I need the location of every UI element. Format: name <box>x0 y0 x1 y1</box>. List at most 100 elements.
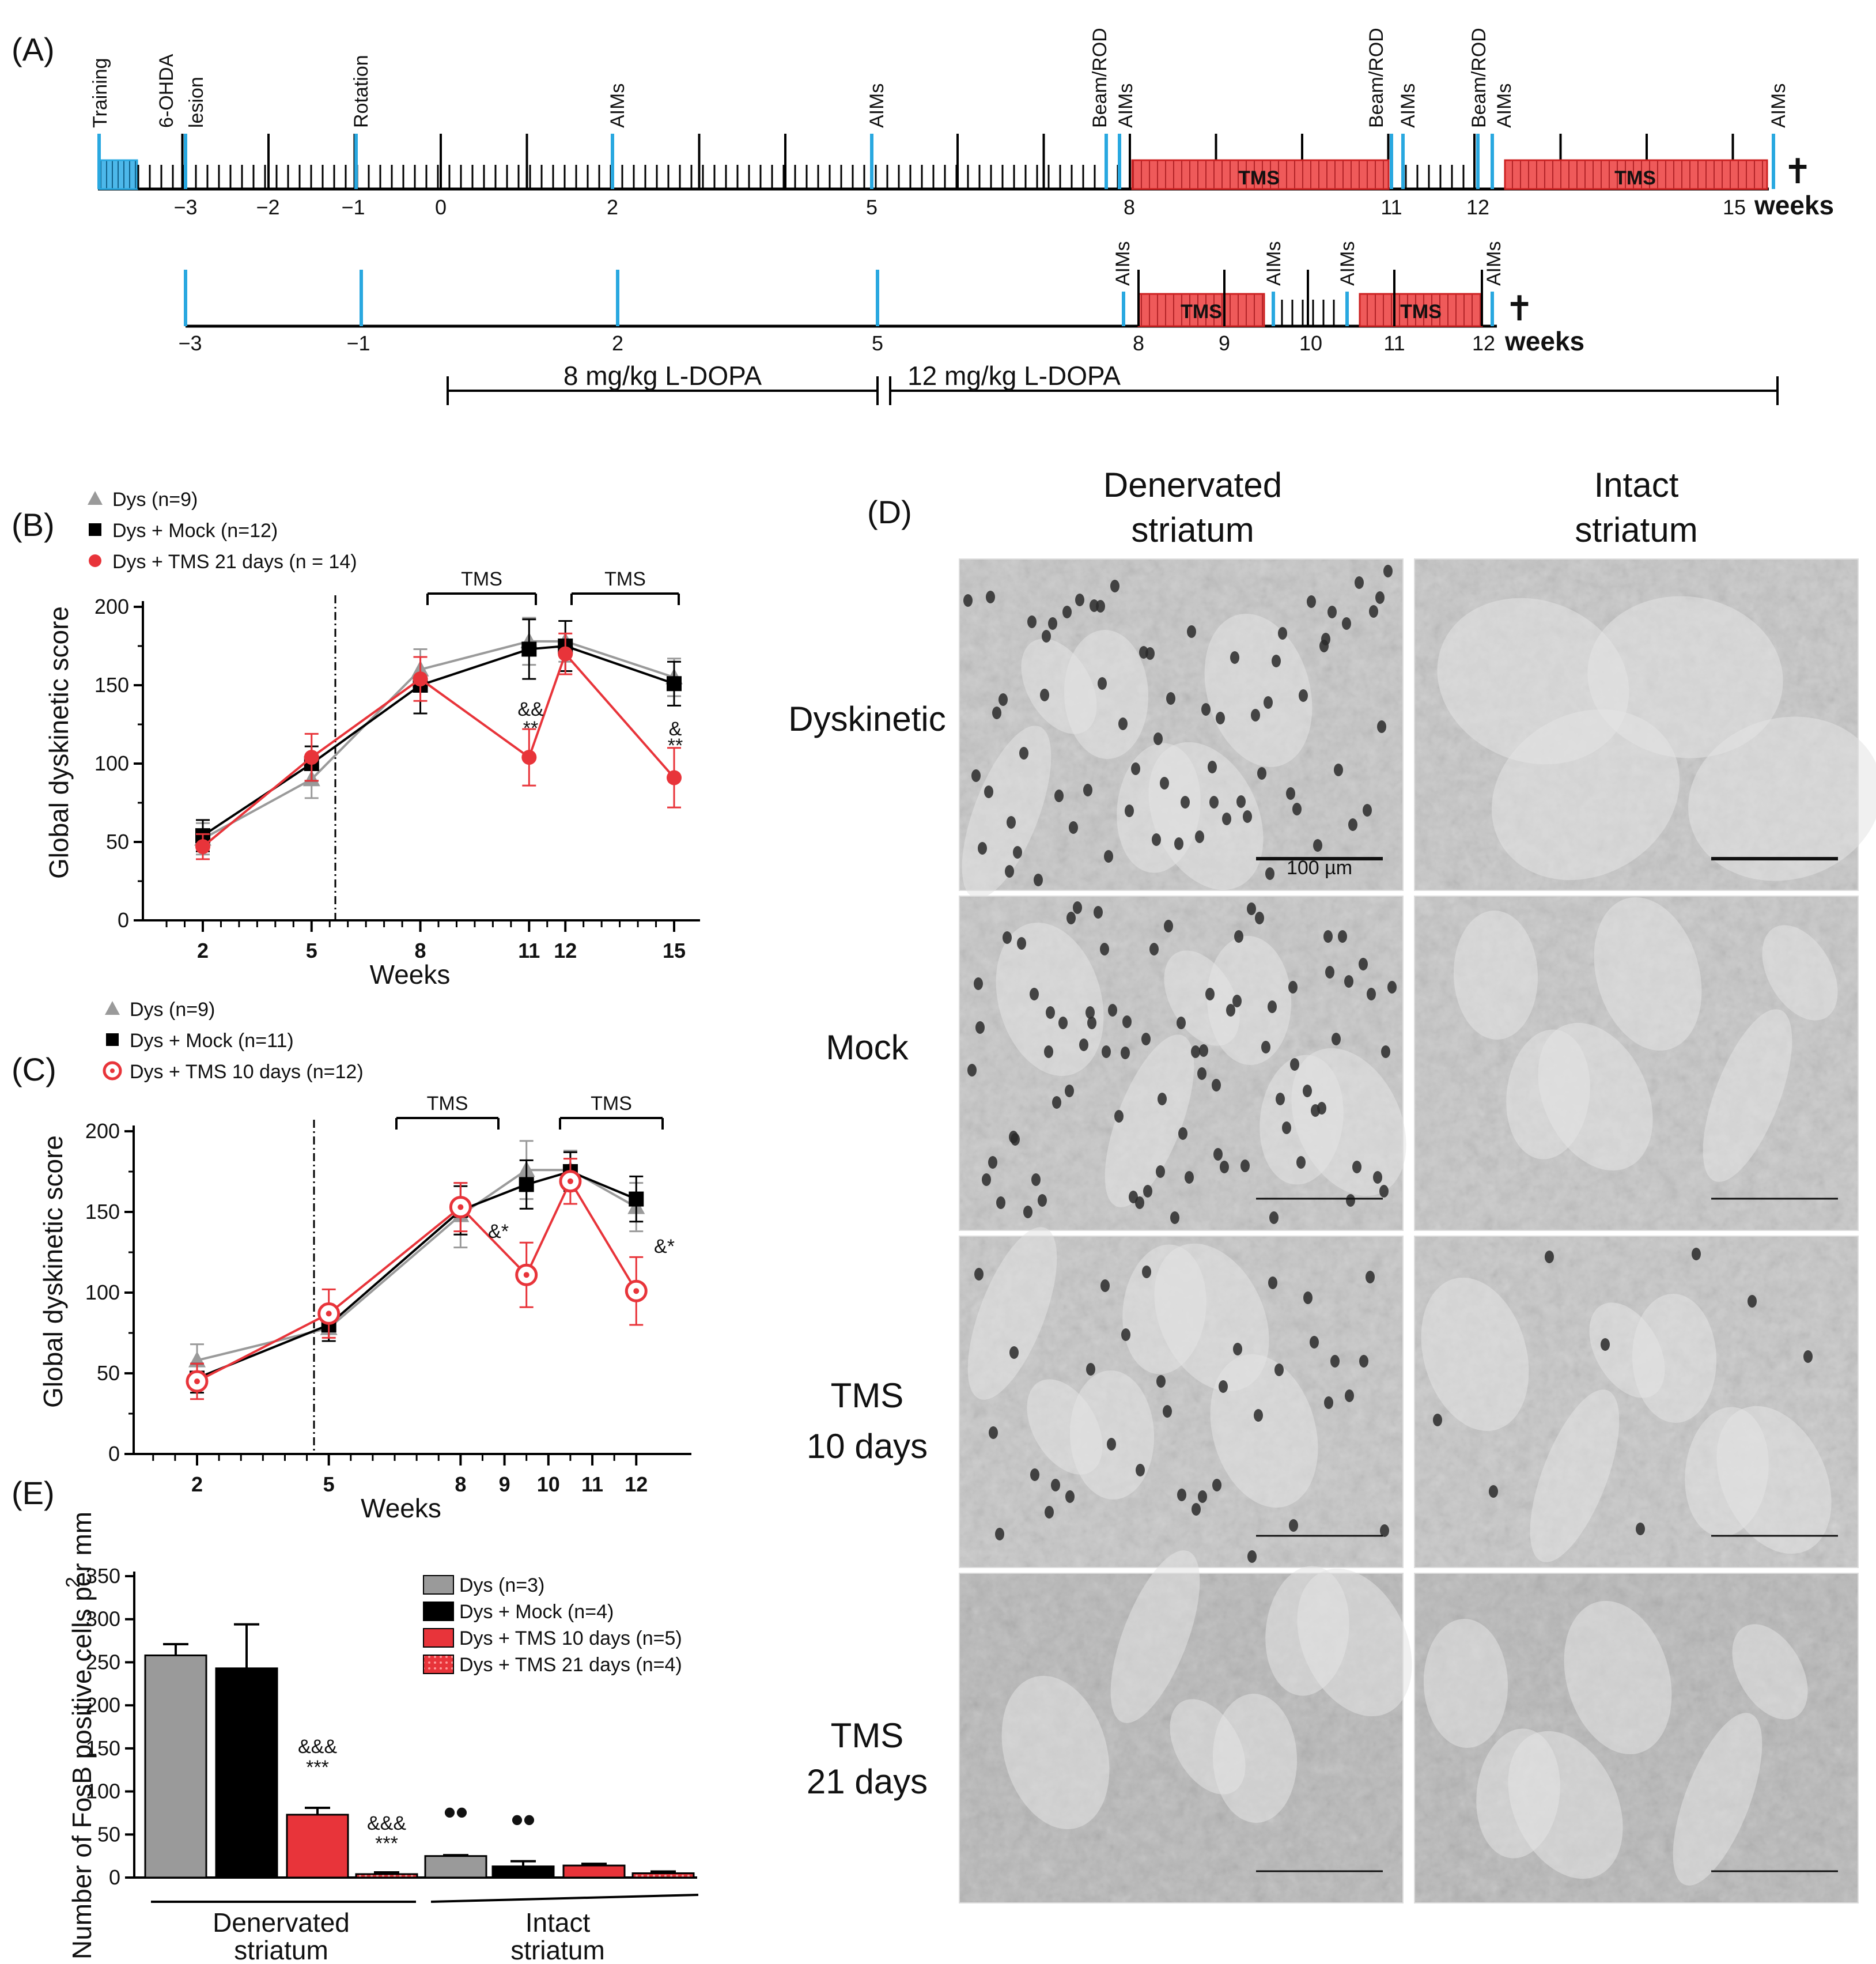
stained-nucleus <box>1545 1251 1554 1263</box>
event-label: AIMs <box>1112 241 1134 286</box>
bar <box>355 1873 418 1879</box>
fiber-bundle <box>1453 911 1538 1040</box>
x-tick-label: 5 <box>306 939 317 962</box>
micrograph-border <box>1414 558 1859 891</box>
stained-nucleus <box>1158 1093 1167 1105</box>
stained-nucleus <box>1748 1295 1757 1308</box>
tms-label: TMS <box>1181 301 1222 323</box>
tms-block <box>1504 159 1768 190</box>
event-label: AIMs <box>866 84 888 128</box>
group-label: Intact <box>525 1908 591 1937</box>
stained-nucleus <box>1166 692 1175 705</box>
stained-nucleus <box>1251 709 1260 722</box>
stained-nucleus <box>1178 1127 1187 1140</box>
event-label: AIMs <box>1263 241 1285 286</box>
event-label: AIMs <box>1115 84 1137 128</box>
tms-label: TMS <box>1614 167 1656 189</box>
stained-nucleus <box>1104 850 1113 863</box>
stained-nucleus <box>1212 1079 1221 1091</box>
stained-nucleus <box>1307 595 1316 608</box>
panel-label-b: (B) <box>12 507 55 543</box>
data-point <box>521 641 537 657</box>
fiber-bundle <box>1206 936 1292 1065</box>
x-tick-label: 11 <box>581 1472 603 1496</box>
stained-nucleus <box>1177 1017 1186 1029</box>
stained-nucleus <box>1031 1173 1041 1186</box>
stained-nucleus <box>1303 1291 1313 1304</box>
week-label: 2 <box>612 331 623 355</box>
significance-mark: •• <box>511 1800 535 1839</box>
significance-mark: *** <box>375 1833 398 1855</box>
stained-nucleus <box>1065 1490 1075 1503</box>
data-point-center <box>567 1178 573 1184</box>
week-label: 5 <box>872 331 883 355</box>
data-point <box>558 646 573 662</box>
stained-nucleus <box>1375 591 1385 604</box>
stained-nucleus <box>1313 839 1322 852</box>
bar <box>562 1864 626 1879</box>
bar <box>286 1814 349 1879</box>
stained-nucleus <box>1325 966 1334 979</box>
stained-nucleus <box>1240 1159 1250 1172</box>
tms-label: TMS <box>1400 301 1442 323</box>
fiber-bundle <box>996 922 1104 1077</box>
y-axis-title: Number of FosB positive cells per mm <box>67 1512 97 1959</box>
event-label: AIMs <box>1337 241 1359 286</box>
stained-nucleus <box>1141 1033 1151 1045</box>
stained-nucleus <box>1232 995 1242 1007</box>
y-tick-label: 200 <box>86 1693 120 1717</box>
x-tick-label: 9 <box>499 1472 510 1496</box>
stained-nucleus <box>1268 1276 1277 1289</box>
data-point <box>413 671 428 687</box>
data-point <box>519 1177 534 1192</box>
death-cross: ✝ <box>1783 152 1812 191</box>
data-point-center <box>523 1272 529 1278</box>
week-label: 11 <box>1383 331 1405 355</box>
week-label: 8 <box>1133 331 1144 355</box>
bar <box>491 1865 555 1879</box>
y-tick-label: 300 <box>86 1607 120 1631</box>
scale-bar-label: 100 µm <box>1287 857 1352 879</box>
stained-nucleus <box>975 1021 985 1034</box>
fiber-bundle <box>962 726 1052 898</box>
stained-nucleus <box>1177 1489 1186 1501</box>
stained-nucleus <box>1243 810 1252 823</box>
week-label: 15 <box>1723 195 1746 219</box>
stained-nucleus <box>1377 720 1386 733</box>
stained-nucleus <box>1327 606 1337 618</box>
stained-nucleus <box>1045 1506 1054 1519</box>
y-tick-label: 50 <box>97 1822 120 1846</box>
bar <box>631 1872 695 1879</box>
stained-nucleus <box>1296 1156 1306 1169</box>
dose-label: 12 mg/kg L-DOPA <box>907 361 1121 391</box>
fiber-bundle <box>1732 1624 1808 1720</box>
significance-mark: *** <box>306 1757 329 1778</box>
stained-nucleus <box>1164 920 1173 932</box>
stained-nucleus <box>1040 689 1049 701</box>
panel-label-a: (A) <box>12 31 55 67</box>
event-label: lesion <box>186 77 207 128</box>
fiber-bundle <box>1716 1406 1832 1554</box>
week-label: 9 <box>1219 331 1230 355</box>
stained-nucleus <box>1114 1110 1124 1123</box>
series-line <box>196 1170 637 1380</box>
x-tick-label: 8 <box>455 1472 466 1496</box>
data-point <box>629 1191 644 1207</box>
stained-nucleus <box>1334 764 1343 776</box>
stained-nucleus <box>1030 1468 1039 1481</box>
week-label: −2 <box>256 195 279 219</box>
stained-nucleus <box>1230 651 1239 664</box>
stained-nucleus <box>1359 958 1368 970</box>
stained-nucleus <box>1236 795 1246 808</box>
stained-nucleus <box>1017 937 1026 950</box>
event-label: AIMs <box>1768 84 1790 128</box>
data-point <box>667 770 682 785</box>
stained-nucleus <box>1066 912 1076 924</box>
stained-nucleus <box>1288 981 1298 994</box>
significance-mark: &* <box>488 1221 509 1242</box>
data-point-center <box>326 1310 332 1317</box>
panel-label-c: (C) <box>12 1051 56 1087</box>
stained-nucleus <box>1142 1266 1151 1278</box>
stained-nucleus <box>1330 1355 1340 1368</box>
legend-swatch <box>423 1628 454 1648</box>
